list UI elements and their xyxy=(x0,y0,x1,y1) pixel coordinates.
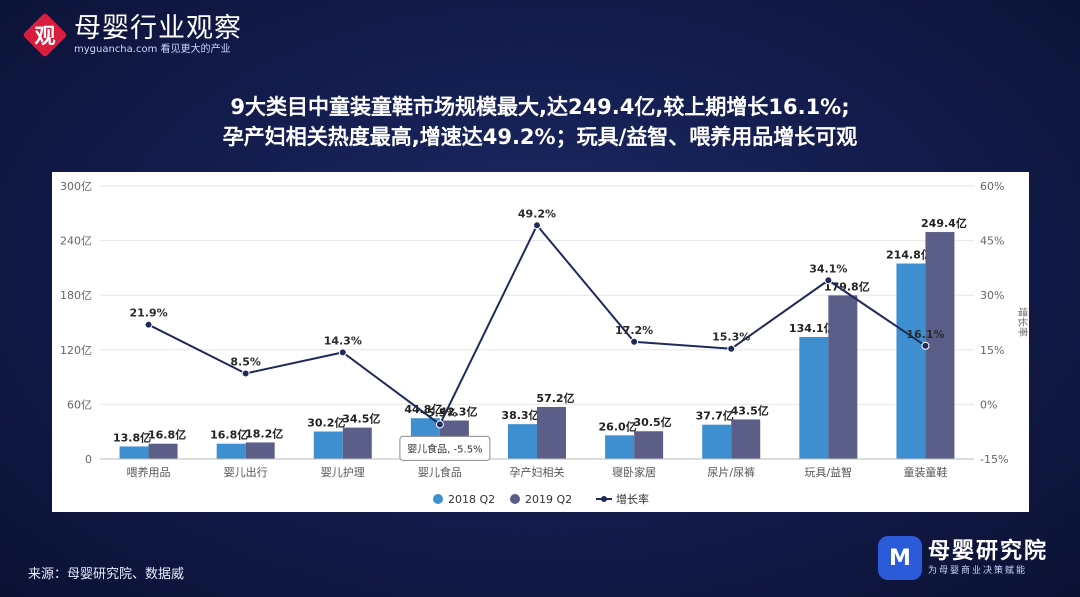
growth-data-label: 49.2% xyxy=(518,207,556,220)
bar-2019 xyxy=(537,406,566,459)
bar-2019 xyxy=(342,427,372,459)
y2-tick-label: 60% xyxy=(980,180,1004,193)
growth-point xyxy=(630,337,639,346)
legend-label: 2019 Q2 xyxy=(525,493,572,506)
y-tick-label: 0 xyxy=(85,453,92,466)
y2-tick-label: 0% xyxy=(980,398,997,411)
bar-2018 xyxy=(896,263,926,459)
y2-tick-label: -15% xyxy=(980,453,1008,466)
growth-data-label: 16.1% xyxy=(906,328,944,341)
growth-point xyxy=(241,369,250,378)
chart-card: 0 60亿 120亿 180亿 240亿 300亿 -15% 0% 15% 30% 45% 60% 增长… xyxy=(52,172,1029,512)
growth-point xyxy=(921,341,930,350)
bar-2018 xyxy=(605,435,635,459)
y2-axis-title: 增长率 xyxy=(1016,307,1029,337)
x-tick-label: 孕产妇相关 xyxy=(510,465,565,479)
combo-chart: 0 60亿 120亿 180亿 240亿 300亿 -15% 0% 15% 30% 45% 60% 增长… xyxy=(60,180,1029,506)
brand-icon: M xyxy=(878,536,922,580)
tooltip-box xyxy=(399,435,491,461)
growth-data-label: 34.1% xyxy=(809,262,847,275)
y-tick-label: 300亿 xyxy=(60,180,92,193)
bar-2018 xyxy=(216,443,246,459)
growth-point xyxy=(533,221,541,230)
bar-data-label: 18.2亿 xyxy=(245,426,283,440)
bar-data-label: 26.0亿 xyxy=(599,419,637,433)
bar-data-label: 43.5亿 xyxy=(731,403,769,417)
headline-line-1: 9大类目中童装童鞋市场规模最大,达249.4亿,较上期增长16.1%; xyxy=(230,95,850,119)
growth-data-label: -5.5% xyxy=(422,406,457,419)
growth-data-label: 14.3% xyxy=(324,334,362,347)
y-tick-label: 120亿 xyxy=(60,344,92,357)
legend-label: 2018 Q2 xyxy=(448,493,495,506)
bar-data-label: 30.5亿 xyxy=(634,415,672,429)
bar-data-label: 134.1亿 xyxy=(789,321,835,335)
bar-data-label: 16.8亿 xyxy=(148,428,186,442)
x-tick-label: 婴儿食品 xyxy=(418,465,462,479)
tooltip-text: 婴儿食品, -5.5% xyxy=(407,442,482,455)
growth-data-label: 8.5% xyxy=(230,355,261,368)
bar-data-label: 179.8亿 xyxy=(824,279,870,293)
x-tick-label: 童装童鞋 xyxy=(903,465,947,479)
bar-2019 xyxy=(828,295,858,459)
logo-name: 母婴行业观察 xyxy=(74,13,242,44)
legend-swatch-2018 xyxy=(433,494,443,504)
source-note: 来源：母婴研究院、数据威 xyxy=(28,567,185,582)
bar-2019 xyxy=(925,232,955,459)
legend-swatch-growth-dot xyxy=(601,496,607,502)
y2-tick-label: 45% xyxy=(980,235,1004,248)
growth-point xyxy=(144,320,153,329)
brand-subtitle: 为母婴商业决策赋能 xyxy=(928,566,1028,576)
brand-logo: M 母婴研究院 为母婴商业决策赋能 xyxy=(878,536,1048,580)
growth-point xyxy=(824,276,833,285)
bar-2018 xyxy=(799,336,829,459)
x-tick-label: 玩具/益智 xyxy=(804,465,852,479)
y2-tick-label: 15% xyxy=(980,344,1004,357)
x-tick-label: 喂养用品 xyxy=(127,465,171,479)
bar-data-label: 37.7亿 xyxy=(696,409,734,423)
bar-2019 xyxy=(634,431,664,459)
x-tick-label: 尿片/尿裤 xyxy=(707,465,755,479)
bar-data-label: 214.8亿 xyxy=(886,248,932,262)
bar-data-label: 249.4亿 xyxy=(921,216,967,230)
bar-data-label: 13.8亿 xyxy=(113,430,151,444)
bar-data-label: 57.2亿 xyxy=(536,391,574,405)
x-tick-label: 婴儿出行 xyxy=(224,465,268,479)
growth-data-label: 15.3% xyxy=(712,331,750,344)
header-logo: 观 母婴行业观察 myguancha.com 看见更大的产业 xyxy=(22,12,242,58)
bar-data-label: 30.2亿 xyxy=(307,416,345,430)
headline: 9大类目中童装童鞋市场规模最大,达249.4亿,较上期增长16.1%; 孕产妇相… xyxy=(0,92,1080,152)
y2-tick-label: 30% xyxy=(980,289,1004,302)
bar-2019 xyxy=(731,419,761,459)
growth-point xyxy=(338,348,347,357)
x-tick-label: 寝卧家居 xyxy=(612,465,656,479)
bar-2018 xyxy=(119,446,149,459)
bar-2018 xyxy=(702,424,732,459)
bar-data-label: 16.8亿 xyxy=(210,428,248,442)
bar-data-label: 38.3亿 xyxy=(501,408,539,422)
logo-url: myguancha.com 看见更大的产业 xyxy=(74,44,231,55)
x-tick-label: 婴儿护理 xyxy=(321,465,365,479)
y-tick-label: 60亿 xyxy=(67,398,92,411)
bar-2019 xyxy=(148,443,178,459)
bar-data-label: 34.5亿 xyxy=(342,412,380,426)
legend-label: 增长率 xyxy=(616,492,649,506)
growth-data-label: 17.2% xyxy=(615,324,653,337)
headline-line-2: 孕产妇相关热度最高,增速达49.2%；玩具/益智、喂养用品增长可观 xyxy=(222,125,858,149)
y-tick-label: 240亿 xyxy=(60,235,92,248)
growth-data-label: 21.9% xyxy=(129,307,167,320)
bar-2018 xyxy=(508,424,537,459)
logo-mark-icon: 观 xyxy=(22,12,68,58)
growth-point xyxy=(435,420,444,429)
bar-2019 xyxy=(245,442,275,459)
y-tick-label: 180亿 xyxy=(60,289,92,302)
brand-name: 母婴研究院 xyxy=(928,539,1049,564)
bar-2018 xyxy=(313,431,343,459)
legend-swatch-2019 xyxy=(510,494,520,504)
growth-point xyxy=(727,344,736,353)
